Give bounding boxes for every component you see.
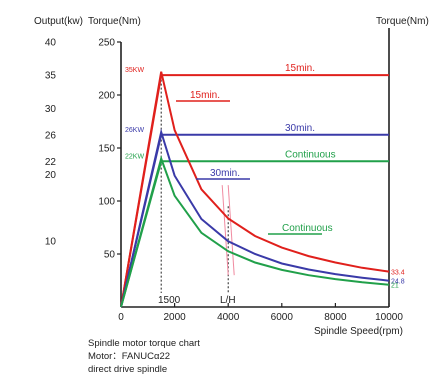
torque-tick-label: 150 (98, 144, 115, 155)
continuous-output-name: Continuous (285, 149, 336, 160)
continuous-torque-name: Continuous (282, 223, 333, 234)
15min-torque-line (120, 71, 390, 308)
30min-output-name: 30min. (285, 123, 315, 134)
x-tick-label: 2000 (163, 312, 186, 323)
x-tick-label: 6000 (271, 312, 294, 323)
output-axis-title: Output(kw) (34, 16, 83, 27)
right-torque-axis-title: Torque(Nm) (376, 16, 429, 27)
torque-tick-label: 50 (104, 250, 116, 261)
30min-torque-name: 30min. (210, 168, 240, 179)
continuous-torque-end-value: 21 (391, 283, 399, 290)
x-tick-label: 0 (118, 312, 124, 323)
15min-output-kw-label: 35KW (125, 67, 144, 74)
caption-title: Spindle motor torque chart (88, 338, 200, 349)
output-tick-label: 26 (45, 130, 57, 141)
output-tick-label: 20 (45, 170, 57, 181)
15min-torque-name: 15min. (190, 90, 220, 101)
base-speed-label: 1500 (158, 295, 181, 306)
lh-changeover-mark (221, 185, 229, 276)
x-tick-label: 8000 (324, 312, 347, 323)
caption-motor: Motor：FANUCα22 (88, 351, 170, 362)
15min-output-name: 15min. (285, 63, 315, 74)
output-tick-label: 30 (45, 104, 57, 115)
x-tick-label: 10000 (375, 312, 403, 323)
30min-output-kw-label: 26KW (125, 127, 144, 134)
continuous-torque-line (120, 155, 390, 308)
continuous-output-kw-label: 22KW (125, 153, 144, 160)
lh-changeover-mark (227, 185, 235, 276)
output-tick-label: 40 (45, 38, 57, 49)
torque-tick-label: 250 (98, 38, 115, 49)
lh-label: L/H (220, 295, 236, 306)
x-axis-title: Spindle Speed(rpm) (314, 326, 403, 337)
output-tick-label: 10 (45, 236, 57, 247)
30min-torque-end-value: 24.8 (391, 279, 405, 286)
output-tick-label: 35 (45, 71, 57, 82)
torque-tick-label: 100 (98, 197, 115, 208)
torque-tick-label: 200 (98, 91, 115, 102)
15min-torque-end-value: 33.4 (391, 270, 405, 277)
x-tick-label: 4000 (217, 312, 240, 323)
output-tick-label: 22 (45, 157, 57, 168)
caption-spindle: direct drive spindle (88, 364, 167, 375)
torque-axis-title: Torque(Nm) (88, 16, 141, 27)
